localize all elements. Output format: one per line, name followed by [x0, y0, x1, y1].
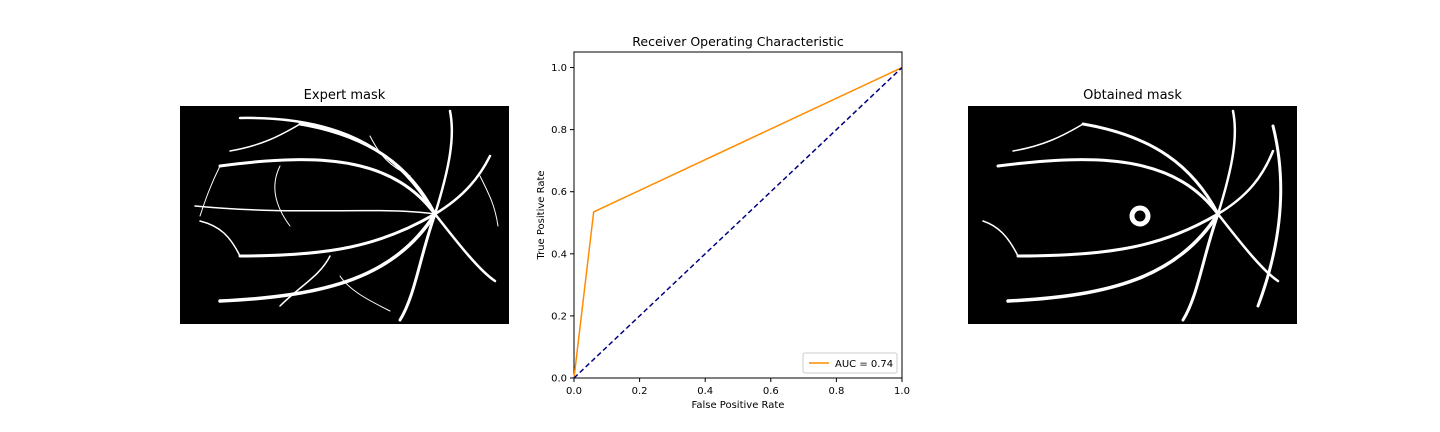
- x-tick-label: 0.0: [566, 386, 582, 397]
- chart-title: Receiver Operating Characteristic: [632, 34, 844, 49]
- expert-mask-title: Expert mask: [303, 88, 386, 103]
- legend-box: [802, 352, 898, 374]
- y-axis-label: True Positive Rate: [536, 170, 547, 260]
- obtained-vessel-drawing: [982, 109, 1283, 322]
- y-tick-label: 0.0: [551, 374, 567, 385]
- legend-label: AUC = 0.74: [835, 359, 893, 370]
- obtained-mask-title: Obtained mask: [1083, 88, 1182, 103]
- x-tick-label: 0.2: [632, 386, 648, 397]
- plot-frame: [573, 51, 903, 379]
- x-tick-label: 0.8: [828, 386, 844, 397]
- y-tick-label: 1.0: [551, 63, 567, 74]
- obtained-mask-image: [968, 106, 1297, 324]
- x-tick-label: 1.0: [894, 386, 910, 397]
- y-tick-label: 0.2: [551, 311, 567, 322]
- x-tick-label: 0.4: [697, 386, 713, 397]
- x-tick-label: 0.6: [763, 386, 779, 397]
- expert-vessel-drawing: [194, 109, 499, 322]
- y-tick-label: 0.8: [551, 125, 567, 136]
- y-tick-label: 0.4: [551, 249, 567, 260]
- y-tick-label: 0.6: [551, 187, 567, 198]
- chance-diagonal-line: [573, 66, 903, 379]
- x-axis-label: False Positive Rate: [692, 400, 785, 411]
- roc-curve-line: [573, 66, 903, 379]
- legend: AUC = 0.74: [802, 352, 898, 374]
- expert-mask-image: [180, 106, 509, 324]
